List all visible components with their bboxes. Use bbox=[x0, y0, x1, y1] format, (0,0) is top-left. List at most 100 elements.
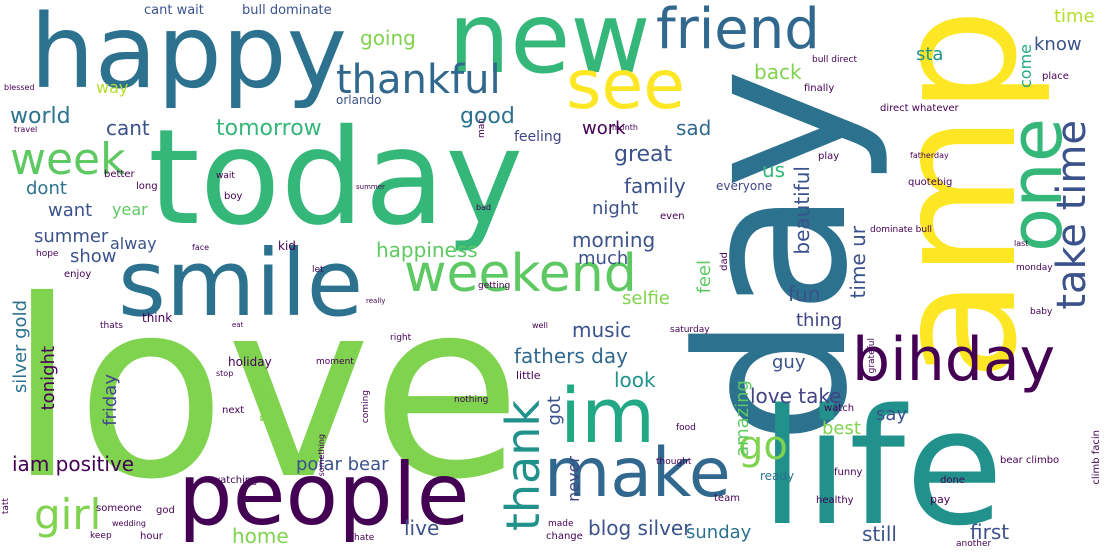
word-last: last bbox=[1014, 239, 1029, 248]
word-healthy: healthy bbox=[816, 495, 854, 506]
word-see: see bbox=[566, 46, 686, 125]
word-blog-silver: blog silver bbox=[588, 516, 692, 540]
word-monday: monday bbox=[1016, 263, 1053, 273]
word-going: going bbox=[360, 26, 416, 50]
word-tomorrow: tomorrow bbox=[216, 116, 322, 141]
word-finally: finally bbox=[804, 83, 835, 94]
word-go: go bbox=[738, 423, 788, 469]
word-cant: cant bbox=[106, 116, 150, 140]
word-face: face bbox=[192, 243, 210, 252]
word-say: say bbox=[876, 404, 908, 425]
word-better: better bbox=[104, 169, 135, 180]
word-im: im bbox=[560, 371, 656, 460]
word-sta: sta bbox=[916, 44, 944, 65]
word-way: way bbox=[96, 78, 129, 97]
word-ready: ready bbox=[760, 469, 795, 483]
word-pay: pay bbox=[930, 493, 951, 506]
word-dominate-bull: dominate bull bbox=[870, 225, 933, 235]
word-tonight: tonight bbox=[38, 346, 59, 411]
word-girl: girl bbox=[34, 490, 102, 539]
word-climb-facin: climb facin bbox=[1091, 430, 1102, 485]
word-watching: watching bbox=[212, 475, 258, 486]
word-silver-gold: silver gold bbox=[10, 300, 31, 394]
word-want: want bbox=[48, 200, 93, 221]
word-today: today bbox=[148, 101, 524, 255]
word-never: never bbox=[564, 456, 583, 502]
word-beautiful: beautiful bbox=[790, 166, 814, 255]
word-summer-small: summer bbox=[356, 183, 385, 191]
word-much: much bbox=[578, 248, 629, 269]
word-dont: dont bbox=[26, 178, 67, 199]
word-live: live bbox=[404, 516, 440, 540]
word-eat: eat bbox=[232, 321, 244, 329]
word-keep: keep bbox=[90, 531, 112, 541]
word-saturday: saturday bbox=[670, 325, 710, 335]
word-friday: friday bbox=[100, 374, 121, 426]
word-feeling: feeling bbox=[514, 129, 562, 145]
word-something: something bbox=[317, 434, 326, 477]
word-change: change bbox=[546, 531, 583, 542]
word-holiday: holiday bbox=[228, 355, 272, 369]
word-make: make bbox=[544, 434, 731, 513]
word-home: home bbox=[232, 524, 289, 548]
word-amazing: amazing bbox=[732, 380, 753, 457]
word-kid: kid bbox=[278, 239, 296, 253]
word-even: even bbox=[660, 211, 685, 222]
word-team: team bbox=[714, 493, 740, 504]
word-wait: wait bbox=[216, 171, 235, 181]
word-love: love bbox=[8, 248, 522, 533]
word-really: really bbox=[254, 378, 273, 423]
word-man: man bbox=[477, 118, 487, 138]
word-think: think bbox=[142, 311, 173, 325]
word-back: back bbox=[754, 60, 802, 84]
word-bad: bad bbox=[476, 203, 492, 212]
word-month: month bbox=[612, 123, 638, 132]
word-wedding: wedding bbox=[112, 519, 146, 528]
word-moment: moment bbox=[316, 357, 354, 367]
word-bull-dominate: bull dominate bbox=[242, 3, 332, 18]
word-let: let bbox=[312, 265, 324, 275]
word-polar-bear: polar bear bbox=[296, 454, 389, 475]
word-baby: baby bbox=[1030, 307, 1053, 317]
word-still: still bbox=[862, 522, 897, 546]
word-got: got bbox=[544, 396, 565, 426]
word-place: place bbox=[1042, 71, 1069, 82]
word-quotebig: quotebig bbox=[908, 177, 953, 188]
word-fathers-day: fathers day bbox=[514, 344, 628, 368]
word-cant-wait: cant wait bbox=[144, 3, 204, 18]
word-us: us bbox=[762, 158, 786, 182]
word-alway: alway bbox=[110, 234, 157, 253]
word-sad: sad bbox=[676, 116, 712, 140]
word-happiness: happiness bbox=[376, 238, 478, 262]
word-bihday: bihday bbox=[852, 325, 1056, 395]
word-thankful: thankful bbox=[336, 57, 501, 103]
word-hour: hour bbox=[140, 531, 163, 542]
word-blessed: blessed bbox=[4, 83, 35, 92]
word-smile: smile bbox=[118, 230, 364, 337]
word-life: life bbox=[760, 374, 1004, 555]
word-fatherday: fatherday bbox=[910, 151, 949, 160]
word-year: year bbox=[112, 200, 148, 219]
word-fun: fun bbox=[788, 282, 821, 306]
word-hope: hope bbox=[36, 249, 59, 259]
word-getting: getting bbox=[478, 281, 511, 291]
word-really-small: really bbox=[366, 297, 386, 305]
word-week: week bbox=[10, 134, 126, 185]
word-bear-climbo: bear climbo bbox=[1000, 455, 1060, 466]
word-thought: thought bbox=[656, 457, 692, 467]
word-dad: dad bbox=[719, 252, 730, 271]
word-direct-whatever: direct whatever bbox=[880, 103, 959, 114]
word-play: play bbox=[818, 151, 840, 162]
word-another: another bbox=[956, 539, 992, 549]
word-first: first bbox=[970, 520, 1010, 544]
word-nothing: nothing bbox=[454, 395, 489, 405]
word-great: great bbox=[614, 142, 673, 167]
word-take-time: take time bbox=[1049, 120, 1095, 310]
word-enjoy: enjoy bbox=[64, 269, 92, 280]
word-happy: happy bbox=[30, 0, 348, 112]
word-everyone: everyone bbox=[716, 179, 773, 193]
word-summer: summer bbox=[34, 226, 109, 247]
word-work: work bbox=[582, 118, 626, 139]
word-coming: coming bbox=[361, 390, 371, 424]
